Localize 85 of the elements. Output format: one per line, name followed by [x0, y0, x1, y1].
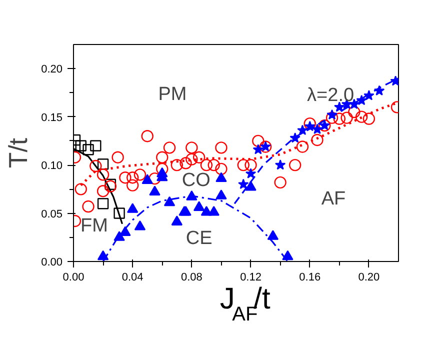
annotation: CO [182, 170, 210, 191]
point [170, 158, 184, 172]
x-tick-label: 0.16 [299, 272, 321, 284]
annotation: CE [186, 228, 212, 249]
y-tick-label: 0.20 [41, 64, 63, 76]
point [126, 179, 139, 192]
point [252, 134, 264, 148]
y-tick-label: 0.15 [41, 112, 63, 124]
point [149, 186, 160, 196]
point [274, 176, 286, 189]
point [245, 168, 256, 178]
point [97, 158, 109, 170]
point [75, 140, 86, 152]
point [126, 203, 138, 213]
point [274, 159, 286, 170]
point [297, 124, 308, 135]
x-tick-label: 0.04 [122, 272, 144, 284]
point [215, 142, 228, 154]
point [119, 172, 132, 184]
point [163, 142, 176, 154]
point [200, 158, 213, 172]
point [96, 168, 110, 181]
point [267, 230, 279, 240]
y-tick-label: 0.05 [41, 208, 63, 220]
point [180, 157, 192, 170]
point [238, 178, 249, 189]
y-axis-title: T/t [3, 137, 34, 168]
annotation: PM [158, 84, 187, 106]
point [171, 216, 183, 226]
point [74, 183, 87, 196]
point [156, 162, 168, 175]
point [126, 172, 139, 184]
point [304, 117, 316, 130]
point [186, 153, 198, 166]
point [290, 132, 300, 143]
y-tick-label: 0.00 [41, 256, 63, 268]
point [362, 112, 376, 125]
point [96, 185, 110, 198]
annotation: AF [321, 188, 346, 210]
line-series [234, 77, 398, 204]
point [186, 142, 198, 154]
point [134, 168, 146, 181]
point [252, 144, 264, 154]
point [90, 160, 102, 172]
point [192, 151, 206, 164]
point [334, 102, 345, 112]
point [82, 144, 94, 156]
point [104, 180, 117, 192]
point [114, 208, 125, 219]
point [134, 220, 146, 230]
point [193, 201, 205, 211]
y-tick-label: 0.10 [41, 160, 63, 172]
point [348, 106, 360, 118]
annotation: λ=2.0 [307, 85, 354, 106]
point [82, 200, 94, 213]
point [142, 174, 153, 184]
point [244, 158, 257, 172]
point [90, 140, 102, 152]
point [296, 140, 309, 153]
point [356, 94, 367, 106]
point [288, 158, 302, 172]
x-tick-label: 0.00 [62, 272, 84, 284]
x-tick-label: 0.20 [358, 272, 380, 284]
annotation: FM [80, 215, 108, 236]
point [216, 190, 227, 200]
point [216, 172, 227, 182]
point [333, 112, 346, 125]
point [148, 172, 161, 185]
point [164, 196, 176, 206]
point [311, 134, 324, 146]
x-tick-label: 0.12 [240, 272, 262, 284]
point [112, 151, 124, 164]
point [208, 206, 220, 216]
point [312, 124, 323, 134]
x-tick-label: 0.08 [180, 272, 202, 284]
point [355, 110, 368, 123]
point [156, 151, 168, 164]
point [141, 130, 154, 142]
point [215, 162, 228, 175]
point [104, 178, 116, 190]
point [326, 112, 338, 124]
point [97, 198, 109, 210]
point [208, 158, 220, 172]
point [237, 158, 250, 172]
point [340, 112, 353, 124]
